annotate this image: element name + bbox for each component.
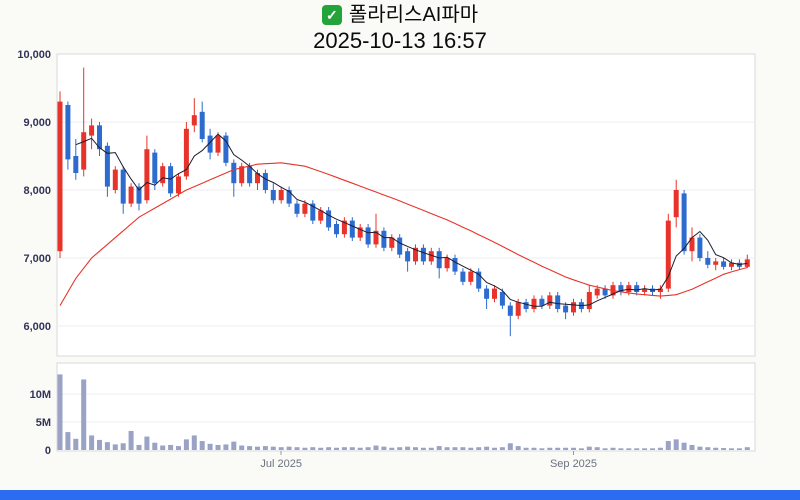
x-axis-labels: Jul 2025 Sep 2025 — [260, 451, 597, 470]
svg-text:5M: 5M — [36, 417, 51, 429]
footer-bar — [0, 490, 800, 500]
y-axis-labels: 10,000 9,000 8,000 7,000 6,000 10M 5M 0 — [17, 49, 51, 457]
title-row: ✓ 폴라리스AI파마 — [321, 3, 479, 27]
svg-text:0: 0 — [45, 445, 51, 457]
check-glyph: ✓ — [325, 7, 338, 23]
svg-text:9,000: 9,000 — [23, 117, 51, 129]
candles — [57, 67, 750, 337]
stock-chart-svg: 10,000 9,000 8,000 7,000 6,000 10M 5M 0 Jul 2025… — [17, 49, 756, 470]
ma-short-line — [75, 133, 748, 307]
check-icon: ✓ — [321, 5, 342, 25]
svg-text:10M: 10M — [30, 389, 51, 401]
svg-text:10,000: 10,000 — [17, 49, 51, 61]
svg-text:Sep 2025: Sep 2025 — [550, 458, 597, 470]
chart-header: ✓ 폴라리스AI파마 2025-10-13 16:57 — [0, 3, 800, 54]
ma-long-line — [59, 162, 748, 306]
volume-panel — [56, 362, 756, 452]
svg-text:Jul 2025: Jul 2025 — [260, 458, 302, 470]
svg-text:8,000: 8,000 — [23, 185, 51, 197]
stock-title: 폴라리스AI파마 — [348, 4, 479, 26]
svg-text:6,000: 6,000 — [23, 321, 51, 333]
volume-bars — [57, 374, 750, 450]
svg-text:7,000: 7,000 — [23, 253, 51, 265]
chart-datetime: 2025-10-13 16:57 — [313, 28, 487, 53]
price-panel — [56, 53, 756, 357]
